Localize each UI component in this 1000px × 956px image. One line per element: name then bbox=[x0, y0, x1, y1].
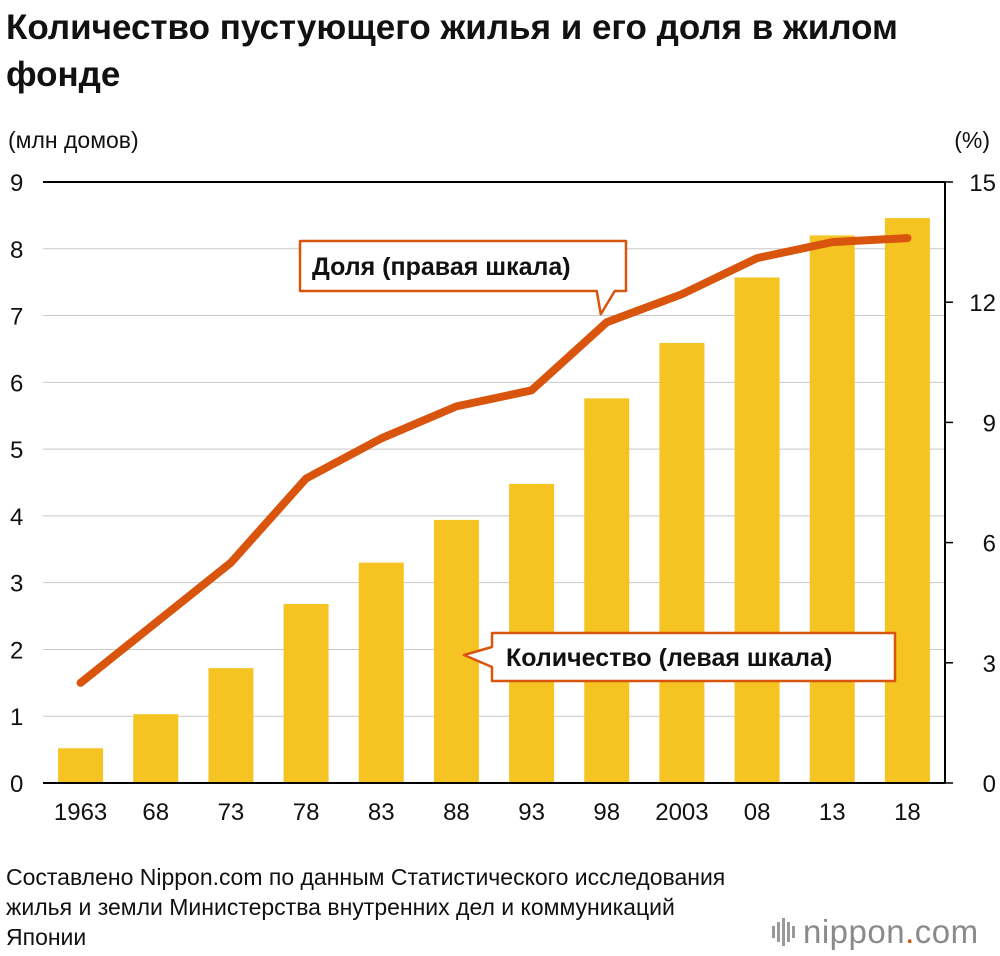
nippon-logo: nippon.com bbox=[772, 912, 979, 952]
logo-suffix: com bbox=[914, 913, 979, 950]
y-left-tick-label: 6 bbox=[10, 370, 23, 397]
bar-legend-label: Количество (левая шкала) bbox=[506, 644, 832, 672]
share-line bbox=[76, 234, 912, 687]
bar bbox=[358, 562, 404, 783]
bar bbox=[659, 342, 705, 783]
x-tick-label: 88 bbox=[443, 799, 470, 826]
line-point bbox=[79, 681, 82, 684]
bars bbox=[58, 218, 930, 783]
x-tick-label: 13 bbox=[819, 799, 846, 826]
y-right-axis-label: (%) bbox=[954, 127, 990, 153]
line-legend-callout-box bbox=[298, 239, 628, 316]
legend-callouts: Доля (правая шкала) Количество (левая шка… bbox=[298, 239, 897, 683]
line-point bbox=[906, 237, 909, 240]
x-tick-label: 1963 bbox=[54, 799, 107, 826]
bar bbox=[584, 398, 630, 783]
y-left-tick-label: 1 bbox=[10, 704, 23, 731]
x-tick-label: 83 bbox=[368, 799, 395, 826]
x-tick-label: 73 bbox=[218, 799, 245, 826]
line-point bbox=[380, 437, 383, 440]
x-tick-label: 98 bbox=[593, 799, 620, 826]
bar-legend-callout-box bbox=[462, 631, 897, 683]
x-tick-label: 2003 bbox=[655, 799, 708, 826]
y-right-tick-label: 15 bbox=[969, 170, 996, 197]
y-right-tick-label: 9 bbox=[983, 410, 996, 437]
line-point bbox=[530, 389, 533, 392]
y-left-tick-label: 2 bbox=[10, 637, 23, 664]
y-left-tick-label: 3 bbox=[10, 571, 23, 598]
bar bbox=[208, 668, 254, 783]
bar bbox=[133, 714, 179, 783]
y-left-tick-label: 9 bbox=[10, 170, 23, 197]
x-tick-label: 08 bbox=[744, 799, 771, 826]
chart-title: Количество пустующего жилья и его доля в… bbox=[6, 8, 898, 94]
line-point bbox=[229, 561, 232, 564]
y-right-tick-label: 12 bbox=[969, 290, 996, 317]
source-note: Составлено Nippon.com по данным Статисти… bbox=[6, 864, 726, 950]
y-right-tick-label: 3 bbox=[983, 651, 996, 678]
y-left-tick-label: 0 bbox=[10, 771, 23, 798]
x-tick-label: 18 bbox=[894, 799, 921, 826]
bar bbox=[58, 748, 104, 783]
line-point bbox=[455, 405, 458, 408]
bar bbox=[734, 277, 780, 783]
y-right-tick-label: 6 bbox=[983, 531, 996, 558]
line-legend-label: Доля (правая шкала) bbox=[312, 253, 571, 281]
bar bbox=[433, 519, 479, 783]
x-tick-label: 78 bbox=[293, 799, 320, 826]
line-point bbox=[831, 241, 834, 244]
line-point bbox=[680, 293, 683, 296]
line-point bbox=[154, 621, 157, 624]
logo-name: nippon bbox=[803, 913, 906, 950]
y-right-tick-label: 0 bbox=[983, 771, 996, 798]
logo-dot: . bbox=[905, 913, 915, 950]
y-left-axis-label: (млн домов) bbox=[8, 127, 139, 153]
line-point bbox=[305, 477, 308, 480]
share-line-path bbox=[76, 234, 912, 687]
y-left-tick-label: 8 bbox=[10, 237, 23, 264]
logo-text: nippon.com bbox=[803, 913, 979, 951]
bar bbox=[809, 235, 855, 783]
x-tick-label: 93 bbox=[518, 799, 545, 826]
y-left-tick-label: 7 bbox=[10, 304, 23, 331]
y-left-tick-label: 4 bbox=[10, 504, 23, 531]
y-left-tick-label: 5 bbox=[10, 437, 23, 464]
logo-bars-icon bbox=[772, 918, 795, 946]
bar bbox=[283, 604, 329, 783]
bar bbox=[884, 218, 930, 783]
x-tick-label: 68 bbox=[142, 799, 169, 826]
line-point bbox=[605, 321, 608, 324]
line-point bbox=[756, 257, 759, 260]
